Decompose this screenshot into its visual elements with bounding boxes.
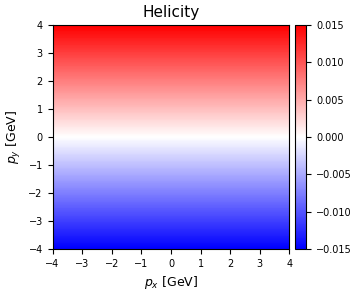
X-axis label: $p_x$ [GeV]: $p_x$ [GeV]	[144, 274, 198, 291]
Title: Helicity: Helicity	[142, 5, 199, 20]
Y-axis label: $p_y$ [GeV]: $p_y$ [GeV]	[5, 110, 23, 164]
